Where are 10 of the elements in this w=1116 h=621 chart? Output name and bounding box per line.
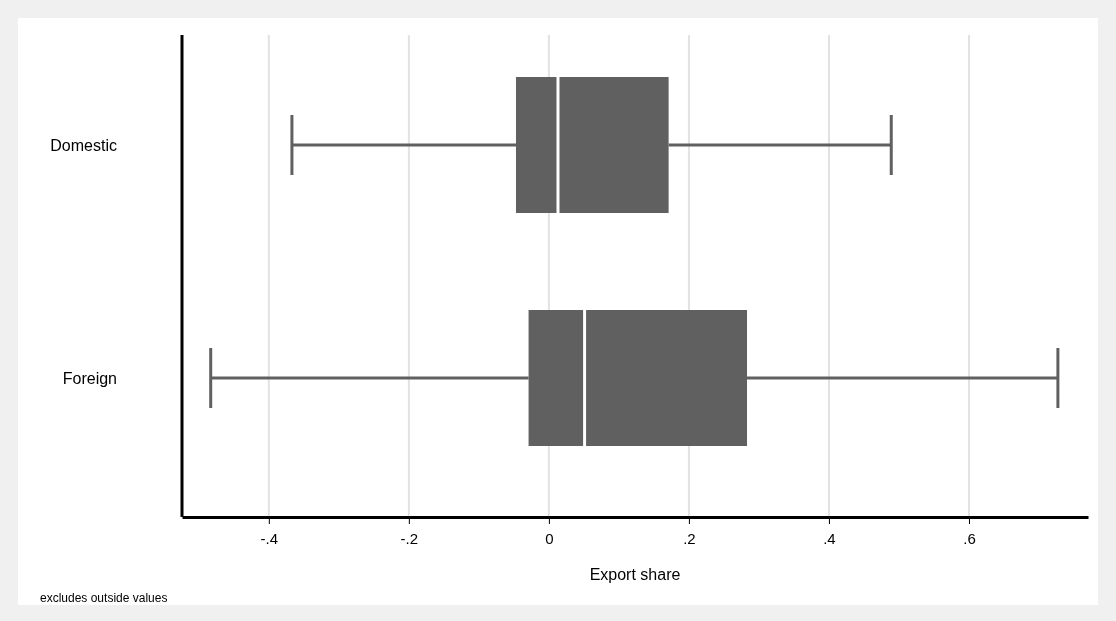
x-tick-label: -.4 (260, 529, 279, 547)
y-tick-label: Foreign (62, 369, 117, 387)
x-tick-label: .4 (823, 529, 836, 547)
text: excludes outside values (40, 591, 168, 605)
y-tick-label: Domestic (50, 136, 117, 154)
x-tick-label: .6 (963, 529, 976, 547)
x-tick-label: .2 (683, 529, 696, 547)
x-axis-title: Export share (589, 566, 681, 583)
x-tick-label: -.2 (400, 529, 419, 547)
x-tick-label: 0 (545, 529, 554, 547)
